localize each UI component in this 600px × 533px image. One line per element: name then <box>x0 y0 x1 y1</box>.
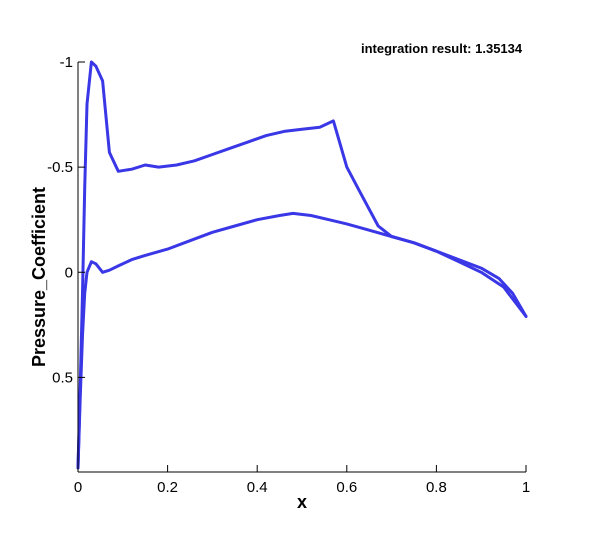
x-tick-label: 0.8 <box>426 479 447 496</box>
x-axis-ticks: 0 0.2 0.4 0.6 0.8 1 <box>74 465 530 496</box>
x-axis-title: x <box>297 492 307 512</box>
x-tick-label: 0 <box>74 479 82 496</box>
series-layer <box>76 60 528 470</box>
x-tick-label: 0.2 <box>157 479 178 496</box>
y-tick-label: -1 <box>60 54 73 71</box>
y-axis-title: Pressure_Coefficient <box>29 187 49 367</box>
x-tick-label: 1 <box>522 479 530 496</box>
y-tick-label: 0 <box>65 264 73 281</box>
y-tick-label: 0.5 <box>52 369 73 386</box>
x-tick-label: 0.4 <box>247 479 268 496</box>
integration-result-annotation: integration result: 1.35134 <box>361 41 523 56</box>
x-tick-label: 0.6 <box>336 479 357 496</box>
series-line-2 <box>76 211 528 470</box>
y-tick-label: -0.5 <box>47 159 73 176</box>
y-axis-ticks: -1 -0.5 0 0.5 <box>47 54 85 386</box>
